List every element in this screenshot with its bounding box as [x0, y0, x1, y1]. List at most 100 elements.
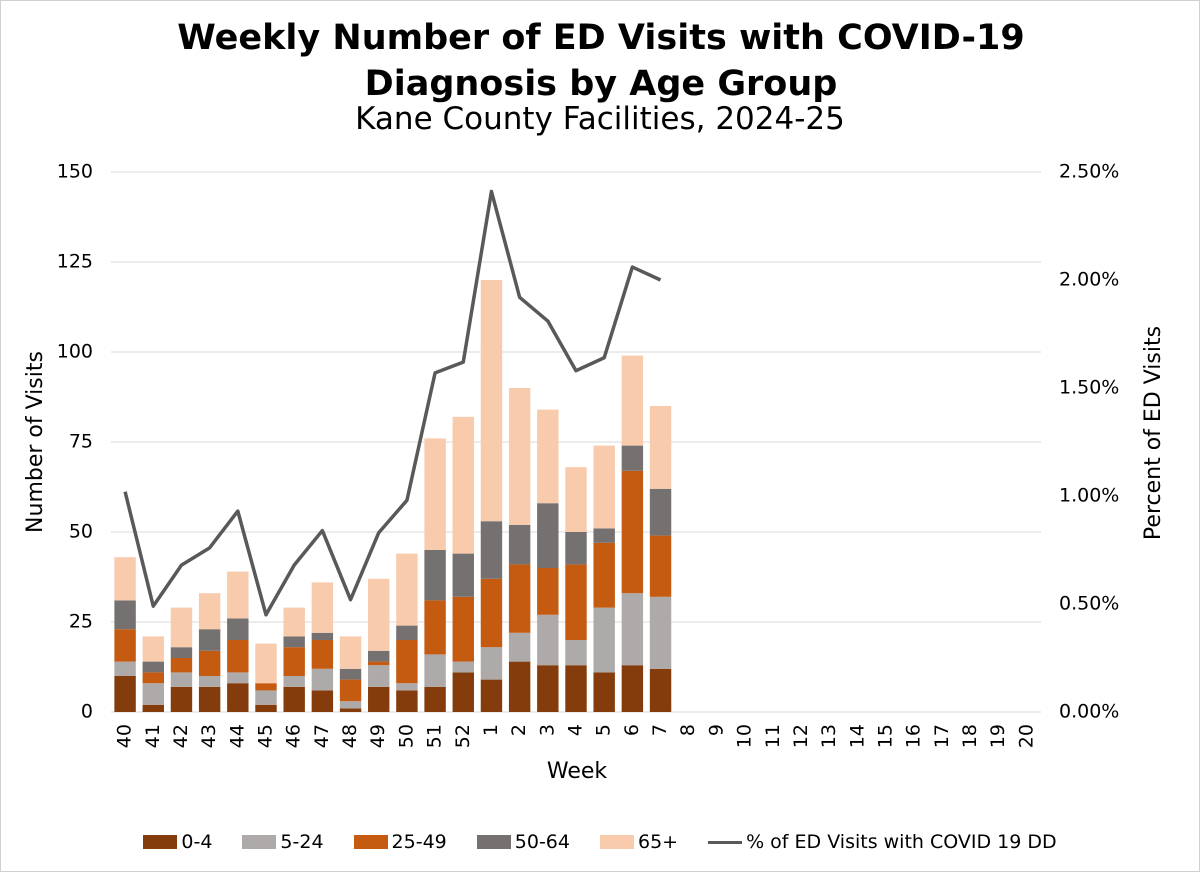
x-tick-label: 14: [846, 724, 868, 748]
bar: [452, 416, 474, 554]
bar: [396, 553, 418, 626]
bar: [227, 618, 249, 640]
bar: [142, 661, 164, 673]
y-tick-label: 100: [57, 341, 93, 363]
y2-tick-label: 0.50%: [1059, 593, 1119, 615]
bar: [198, 650, 221, 676]
bar: [537, 568, 559, 615]
bar: [283, 647, 305, 676]
bar: [424, 438, 446, 550]
bar: [480, 647, 503, 680]
bar: [649, 596, 672, 669]
x-tick-label: 6: [621, 724, 643, 736]
y2-axis-label: Percent of ED Visits: [1141, 326, 1166, 540]
bar: [480, 280, 503, 522]
chart-title: Weekly Number of ED Visits with COVID-19…: [177, 18, 1025, 104]
bar: [311, 582, 334, 633]
x-tick-label: 12: [790, 724, 812, 748]
bar: [649, 535, 672, 597]
x-tick-label: 47: [311, 724, 333, 748]
x-tick-label: 46: [283, 724, 305, 748]
bar: [565, 564, 587, 640]
legend-label: 25-49: [391, 831, 447, 853]
x-tick-label: 15: [875, 724, 897, 748]
bar: [565, 665, 587, 712]
x-tick-label: 3: [536, 724, 558, 736]
y2-tick-label: 0.00%: [1059, 701, 1119, 723]
x-tick-label: 1: [480, 724, 502, 736]
legend-item: 25-49: [353, 831, 447, 853]
x-tick-label: 44: [226, 724, 248, 748]
bar: [311, 632, 334, 640]
legend-item: 65+: [599, 831, 679, 853]
bar: [368, 686, 390, 712]
bar: [311, 668, 334, 691]
bar: [452, 553, 474, 597]
legend-item: 50-64: [476, 831, 570, 853]
bar: [565, 467, 587, 532]
bar: [593, 607, 615, 673]
legend: 0-4 5-24 25-49 50-64 65+ % of ED Visits with …: [1, 831, 1199, 853]
y2-tick-label: 2.00%: [1059, 269, 1119, 291]
x-tick-label: 8: [677, 724, 699, 736]
bar: [142, 672, 164, 684]
bar: [311, 640, 334, 669]
legend-label: 65+: [637, 831, 679, 853]
bar: [170, 647, 193, 658]
bar: [452, 661, 474, 673]
bar: [537, 409, 559, 504]
bar: [198, 593, 221, 630]
x-tick-label: 41: [142, 724, 164, 748]
bar: [621, 355, 644, 446]
bar: [255, 690, 277, 705]
bar: [198, 676, 221, 687]
x-tick-label: 17: [931, 724, 953, 748]
bar: [649, 668, 672, 712]
x-tick-label: 11: [762, 724, 784, 748]
x-tick-label: 40: [114, 724, 136, 748]
x-tick-label: 9: [705, 724, 727, 736]
bar: [255, 683, 277, 691]
bar: [170, 607, 193, 648]
bar: [339, 708, 362, 712]
bar: [480, 679, 503, 712]
x-tick-label: 18: [959, 724, 981, 748]
x-tick-label: 2: [508, 724, 530, 736]
bar: [452, 596, 474, 662]
legend-swatch: [599, 835, 634, 849]
legend-label: 50-64: [514, 831, 570, 853]
legend-swatch: [476, 835, 511, 849]
bar: [339, 668, 362, 680]
bar: [255, 643, 277, 684]
bar: [283, 676, 305, 687]
bar: [368, 661, 390, 666]
bar: [368, 665, 390, 687]
bar: [339, 636, 362, 669]
bar: [565, 640, 587, 666]
bar: [283, 607, 305, 637]
x-tick-label: 20: [1015, 724, 1037, 748]
bar: [537, 665, 559, 712]
bar: [424, 550, 446, 601]
x-tick-label: 50: [395, 724, 417, 748]
y2-tick-label: 1.00%: [1059, 485, 1119, 507]
bar: [114, 600, 136, 630]
x-tick-label: 5: [593, 724, 615, 736]
x-tick-label: 52: [452, 724, 474, 748]
bar: [452, 672, 474, 712]
bar: [114, 676, 136, 712]
bar: [508, 564, 531, 633]
bar: [311, 690, 334, 712]
x-tick-label: 10: [734, 724, 756, 748]
x-tick-label: 4: [565, 724, 587, 736]
x-axis-label: Week: [547, 759, 608, 784]
bar: [170, 672, 193, 687]
line: [123, 189, 662, 617]
bar: [649, 406, 672, 489]
legend-swatch: [242, 835, 277, 849]
x-tick-label: 45: [255, 724, 277, 748]
bar: [142, 683, 164, 705]
bar: [424, 600, 446, 655]
bar: [198, 629, 221, 651]
